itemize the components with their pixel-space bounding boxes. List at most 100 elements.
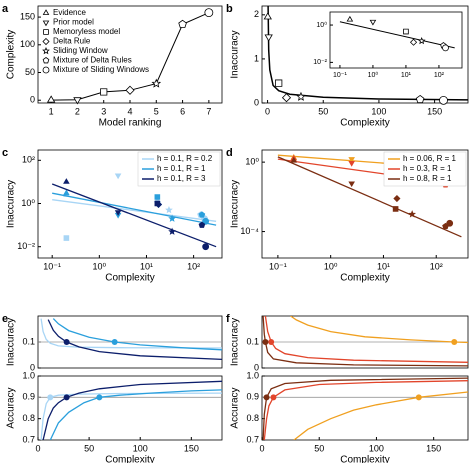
y-tick-label: 100 [20, 39, 35, 49]
marked-point [63, 394, 70, 401]
data-point [168, 227, 176, 235]
y-tick-label: 10⁰ [245, 157, 259, 167]
marked-point [451, 339, 458, 345]
data-line [293, 391, 468, 440]
y-tick-label: 10² [22, 155, 35, 165]
legend-label: Mixture of Delta Rules [53, 56, 132, 65]
x-tick-label: 10² [434, 72, 445, 79]
legend-label: Evidence [53, 8, 86, 17]
marked-point [47, 394, 54, 401]
data-line [40, 392, 222, 440]
data-point [439, 95, 448, 105]
panel-label: e [2, 313, 8, 325]
x-tick-label: 5 [154, 106, 159, 116]
data-line [262, 377, 468, 440]
x-tick-label: 10¹ [401, 72, 412, 79]
data-point [100, 88, 108, 96]
data-point [290, 156, 298, 163]
x-tick-label: 4 [127, 106, 132, 116]
x-tick-label: 10⁻¹ [43, 261, 61, 271]
data-point [348, 157, 355, 163]
panel-label: c [2, 147, 8, 159]
x-tick-label: 0 [265, 106, 270, 116]
data-point [198, 211, 206, 218]
plot-frame [261, 149, 469, 259]
data-point [264, 34, 273, 42]
panel-label: a [2, 3, 9, 15]
data-point [168, 214, 176, 222]
y-tick-label: 0.1 [22, 336, 35, 346]
y-tick-label: 150 [20, 11, 35, 21]
x-tick-label: 50 [318, 106, 328, 116]
x-tick-label: 10¹ [377, 261, 390, 271]
y-tick-label: 0 [30, 362, 35, 372]
y-axis-label: Inaccuracy [6, 180, 17, 228]
y-tick-label: 0.7 [22, 434, 35, 444]
y-axis-label: Accuracy [230, 387, 241, 428]
data-point [178, 19, 187, 28]
fit-line [52, 199, 217, 222]
x-tick-label: 10⁰ [324, 261, 338, 271]
data-point [408, 210, 417, 218]
x-axis-label: Complexity [340, 118, 389, 129]
data-point [392, 206, 399, 212]
x-tick-label: 150 [427, 106, 442, 116]
y-tick-label: 1 [254, 53, 259, 63]
x-tick-label: 150 [184, 443, 199, 453]
marked-point [63, 339, 70, 345]
y-tick-label: 10⁻⁴ [240, 226, 259, 236]
y-tick-label: 0.8 [22, 413, 35, 423]
data-point [154, 194, 161, 200]
x-tick-label: 0 [35, 443, 40, 453]
legend-label: Memoryless model [53, 27, 120, 36]
legend-label: Mixture of Sliding Windows [53, 65, 149, 74]
y-tick-label: 1.0 [22, 370, 35, 380]
data-line [263, 380, 468, 440]
data-point [263, 12, 272, 20]
x-tick-label: 10² [430, 261, 443, 271]
y-tick-label: 0.9 [22, 392, 35, 402]
fit-line [51, 183, 217, 248]
legend-marker [42, 9, 50, 15]
legend-marker [42, 66, 50, 74]
data-point [275, 79, 283, 87]
y-tick-label: 0.1 [246, 336, 259, 346]
legend-label: h = 0.1, R = 3 [157, 174, 206, 183]
panel-label: f [226, 313, 230, 325]
data-point [403, 28, 409, 35]
data-line [290, 316, 468, 344]
legend-label: h = 0.1, R = 0.2 [157, 154, 213, 163]
data-point [114, 210, 122, 216]
data-point [63, 189, 70, 196]
y-axis-label: Inaccuracy [230, 318, 241, 366]
y-tick-label: 50 [25, 67, 35, 77]
marked-point [111, 339, 118, 345]
data-point [204, 8, 214, 18]
y-tick-label: 10⁻² [17, 241, 35, 251]
y-tick-label: 0.8 [246, 413, 259, 423]
y-tick-label: 0.9 [246, 392, 259, 402]
x-tick-label: 7 [206, 106, 211, 116]
panel-label: b [226, 3, 233, 15]
x-axis-label: Complexity [105, 273, 154, 284]
marked-point [263, 394, 270, 401]
data-point [348, 181, 355, 188]
x-tick-label: 10¹ [140, 261, 153, 271]
data-point [348, 161, 355, 167]
x-tick-label: 10⁰ [93, 261, 107, 271]
y-tick-label: 2 [254, 9, 259, 19]
data-point [165, 205, 173, 214]
data-line [40, 318, 222, 349]
y-tick-label: 0 [254, 97, 259, 107]
data-point [202, 243, 210, 251]
x-tick-label: 1 [49, 106, 54, 116]
legend-marker [42, 57, 50, 64]
marked-point [96, 394, 103, 401]
data-point [409, 38, 418, 46]
panel-label: d [226, 147, 233, 159]
y-tick-label: 0.7 [246, 434, 259, 444]
legend-marker [42, 46, 50, 55]
x-tick-label: 2 [75, 106, 80, 116]
x-axis-label: Complexity [340, 455, 389, 463]
